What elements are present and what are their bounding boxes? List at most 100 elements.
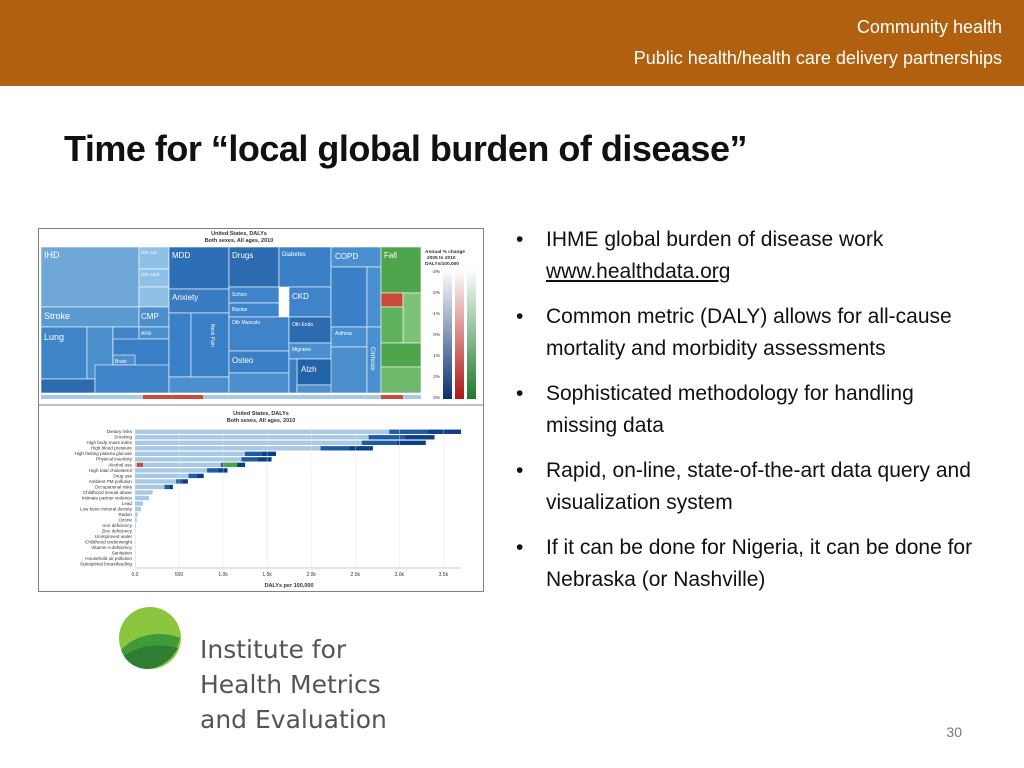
treemap-label-afib: AFib <box>141 331 152 337</box>
treemap-label-lung: Lung <box>44 332 64 342</box>
treemap-cell-oth-neoplasm <box>40 378 96 394</box>
treemap-cell-oth-small <box>138 286 170 308</box>
treemap-label-diabetes: Diabetes <box>282 252 306 258</box>
legend-title-3: DALYs/100,000 <box>425 261 459 267</box>
bar-segment <box>188 473 197 479</box>
legend-tick-label: -3% <box>431 269 440 275</box>
bar-segment <box>349 446 373 451</box>
treemap-label-stroke: Stroke <box>44 311 70 321</box>
bar <box>135 490 153 495</box>
bar <box>135 528 136 534</box>
legend-tick-label: 3% <box>433 395 441 401</box>
bullet-dot-icon: • <box>516 459 524 482</box>
bar-category-label: Smoking <box>114 435 132 440</box>
x-tick-label: 2.0k <box>306 572 316 578</box>
bar-segment <box>396 440 426 445</box>
treemap-label-anxiety: Anxiety <box>172 293 198 302</box>
bar-category-label: High total cholesterol <box>89 468 132 473</box>
legend-tick-label: 0% <box>433 332 441 338</box>
treemap-cell-violence <box>380 366 422 394</box>
healthdata-link[interactable]: www.healthdata.org <box>546 260 731 283</box>
treemap-cell-resp <box>330 266 368 328</box>
x-tick-label: 0.0 <box>132 572 139 578</box>
x-tick-label: 3.5k <box>439 572 449 578</box>
treemap-footer-red <box>143 395 203 399</box>
treemap-cell-oth-endo <box>288 316 332 344</box>
bar-category-label: Ambient PM pollution <box>89 479 133 484</box>
treemap-label-oth-card: Oth Card <box>141 272 160 277</box>
treemap-label-schizo: Schizo <box>232 292 247 298</box>
bar <box>135 545 136 550</box>
header-bar: Community health Public health/health ca… <box>0 0 1024 86</box>
bar-segment <box>176 479 183 484</box>
x-tick-label: 1.0k <box>218 572 228 578</box>
treemap-label-oth-endo: Oth Endo <box>292 322 313 328</box>
treemap-cell-diabetes <box>278 246 332 288</box>
bar-category-label: Childhood sexual abuse <box>83 490 132 495</box>
bar-category-label: Occupational risks <box>94 484 132 489</box>
x-tick-label: 500 <box>175 572 184 578</box>
bar-category-label: Household air pollution <box>85 556 132 561</box>
treemap-label-migraine: Migraine <box>292 347 311 353</box>
bar <box>135 473 204 479</box>
gbd-figure: United States, DALYs Both sexes, All age… <box>38 228 484 592</box>
bar-segment <box>244 451 262 456</box>
bar <box>135 556 136 561</box>
treemap-subtitle: Both sexes, All ages, 2010 <box>205 238 274 244</box>
bar-category-label: Sanitation <box>112 551 133 556</box>
legend-title-2: 2005 to 2010 <box>427 255 456 261</box>
treemap-cell-misc-b <box>94 364 170 394</box>
treemap-cell-mdd <box>168 246 230 290</box>
bar-category-label: Iron deficiency <box>102 523 132 528</box>
bar-segment <box>137 462 143 468</box>
bar-segment <box>257 457 272 462</box>
bar-segment <box>389 429 429 434</box>
bar-segment <box>196 473 204 479</box>
bar <box>135 523 136 528</box>
treemap-cell-road <box>402 292 422 344</box>
bullet-2-text: Common metric (DALY) allows for all-caus… <box>546 305 952 360</box>
bar <box>135 457 272 462</box>
treemap-cell-resp-b <box>366 266 382 328</box>
legend-bar-green <box>467 269 476 399</box>
treemap-title: United States, DALYs <box>211 231 267 237</box>
bar-category-label: High blood pressure <box>91 446 133 451</box>
treemap-label-neck-pain: Neck Pain <box>209 324 215 347</box>
bullet-1: • IHME global burden of disease work www.… <box>512 224 982 288</box>
bar <box>135 534 136 539</box>
bar-segment <box>169 484 173 490</box>
bar <box>135 495 150 501</box>
slide-title: Time for “local global burden of disease… <box>64 128 747 169</box>
legend-bar-blue <box>443 269 452 399</box>
treemap-label-oth-musculo: Oth Musculo <box>232 320 260 326</box>
bar-category-label: Lead <box>122 501 133 506</box>
gbd-figure-svg: United States, DALYs Both sexes, All age… <box>39 231 483 589</box>
bullet-3: • Sophisticated methodology for handling … <box>512 378 982 442</box>
treemap-label-drugs: Drugs <box>232 251 253 260</box>
treemap-label-cmp: CMP <box>141 312 159 321</box>
ihme-logo <box>119 607 181 669</box>
bar-chart-x-axis: 0.0 500 1.0k 1.5k 2.0k 2.5k 3.0k 3.5k <box>132 427 461 578</box>
logo-line-2: Health Metrics <box>200 670 381 699</box>
bar-category-label: Intimate partner violence <box>82 495 133 500</box>
treemap-label-bipolar: Bipolar <box>232 307 248 313</box>
treemap-cell-drugs <box>228 246 280 288</box>
bar-category-label: Ozone <box>118 517 132 522</box>
treemap-label-osteo: Osteo <box>232 356 254 365</box>
bar <box>135 501 143 506</box>
bar-segment <box>182 479 188 484</box>
treemap-label-ckd: CKD <box>292 292 309 301</box>
legend-title-1: Annual % change <box>425 249 465 255</box>
bullet-dot-icon: • <box>516 305 524 328</box>
bar <box>135 540 136 545</box>
logo-line-1: Institute for <box>200 635 347 664</box>
bar <box>135 479 188 484</box>
treemap-label-oth-circ: Oth Circ <box>141 250 158 255</box>
header-line-2: Public health/health care delivery partn… <box>633 48 1002 68</box>
bar-segment <box>428 429 461 434</box>
bullet-4-text: Rapid, on-line, state-of-the-art data qu… <box>546 459 971 514</box>
treemap-cell-poison <box>380 292 404 308</box>
bar-category-label: Drug use <box>113 473 132 478</box>
bar-category-label: Dietary risks <box>107 429 133 434</box>
